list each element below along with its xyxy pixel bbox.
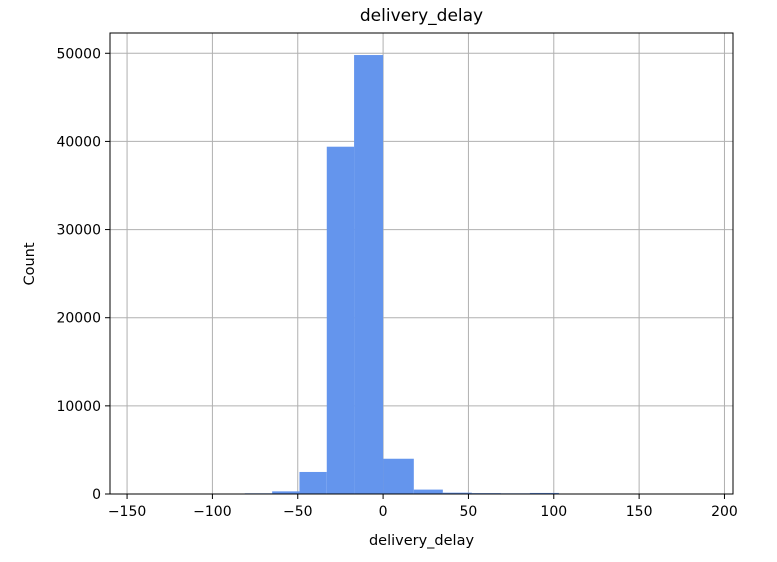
- histogram-bar: [442, 492, 472, 494]
- x-tick-label: 200: [711, 504, 738, 520]
- grid-layer: [110, 33, 733, 495]
- bars-layer: [244, 55, 559, 495]
- x-tick-label: −100: [193, 504, 231, 520]
- histogram-bar: [354, 55, 384, 495]
- x-tick-label: −150: [108, 504, 146, 520]
- y-tick-label: 20000: [56, 311, 101, 327]
- histogram-bar: [413, 489, 443, 494]
- histogram-bar: [529, 492, 559, 494]
- plot-frame: [109, 32, 734, 495]
- ticks-layer: −150 −100 −50 0 50 100 150 200 0 10000 20000 30000 4…: [56, 46, 737, 520]
- histogram-bar: [272, 491, 300, 494]
- y-tick-label: 30000: [56, 223, 101, 239]
- x-tick-label: 150: [626, 504, 653, 520]
- y-tick-label: 50000: [56, 46, 101, 62]
- y-tick-label: 10000: [56, 399, 101, 415]
- histogram-bar: [326, 146, 355, 494]
- y-axis-title: Count: [22, 242, 38, 285]
- x-tick-label: −50: [283, 504, 313, 520]
- x-axis-title: delivery_delay: [369, 533, 475, 549]
- x-tick-label: 50: [460, 504, 478, 520]
- chart-title: delivery_delay: [360, 6, 483, 26]
- histogram-bar: [299, 471, 327, 494]
- x-tick-label: 0: [379, 504, 388, 520]
- y-tick-label: 40000: [56, 134, 101, 150]
- x-tick-label: 100: [540, 504, 567, 520]
- histogram-bar: [383, 458, 414, 494]
- y-tick-label: 0: [92, 487, 101, 503]
